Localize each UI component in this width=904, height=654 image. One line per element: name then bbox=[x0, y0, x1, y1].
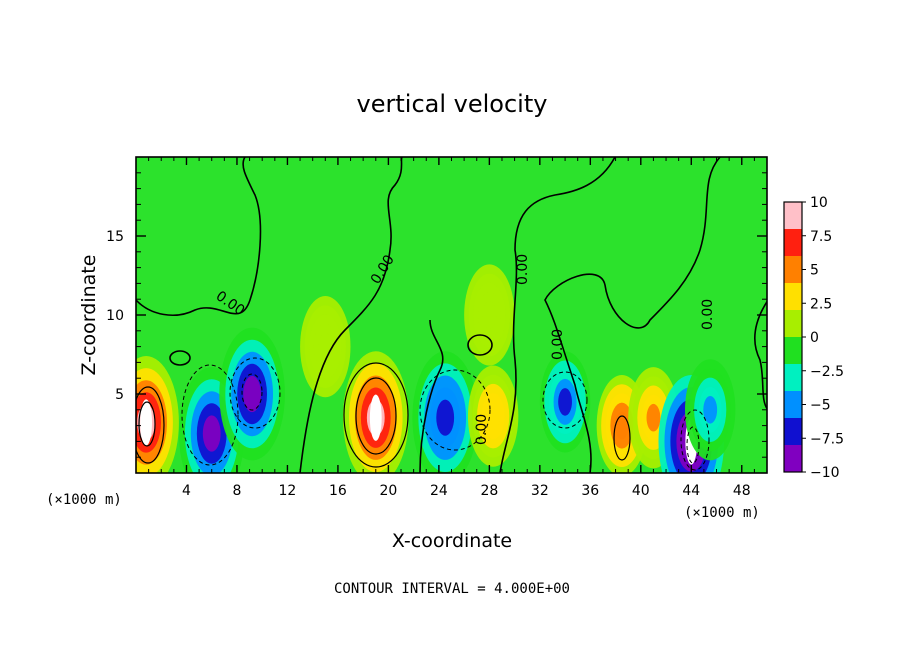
contour-label: 0.00 bbox=[474, 414, 490, 445]
colorbar-swatch bbox=[784, 418, 802, 446]
y-tick-label: 15 bbox=[106, 229, 124, 245]
contour-4 bbox=[343, 362, 409, 468]
x-tick-label: 4 bbox=[182, 483, 191, 499]
velocity-cell bbox=[342, 351, 409, 473]
contour-4 bbox=[613, 415, 631, 461]
colorbar-swatch bbox=[784, 445, 802, 473]
velocity-cell bbox=[412, 351, 478, 473]
chart-title: vertical velocity bbox=[357, 90, 548, 118]
contour-minus-4 bbox=[680, 409, 710, 471]
velocity-cell bbox=[300, 296, 351, 398]
x-tick-label: 20 bbox=[379, 483, 397, 499]
colorbar-label: −7.5 bbox=[810, 431, 844, 447]
x-tick-label: 32 bbox=[531, 483, 549, 499]
y-tick-label: 5 bbox=[115, 387, 124, 403]
velocity-cell bbox=[136, 356, 179, 473]
colorbar-label: −10 bbox=[810, 465, 840, 481]
velocity-cell bbox=[219, 327, 285, 461]
x-tick-label: 36 bbox=[581, 483, 599, 499]
contour-label: 0.00 bbox=[550, 329, 566, 360]
negative-cell-contours bbox=[181, 357, 710, 471]
velocity-level bbox=[703, 396, 718, 424]
x-unit-label-right: (×1000 m) bbox=[684, 505, 760, 521]
x-tick-label: 24 bbox=[430, 483, 448, 499]
contour-minus-8 bbox=[686, 426, 700, 464]
zero-contours bbox=[136, 157, 767, 473]
colorbar-swatch bbox=[784, 391, 802, 419]
zero-contour-line bbox=[499, 157, 616, 473]
x-tick-label: 12 bbox=[279, 483, 297, 499]
contour-minus-4 bbox=[229, 357, 281, 429]
x-axis-title: X-coordinate bbox=[392, 530, 512, 552]
contour-interval-note: CONTOUR INTERVAL = 4.000E+00 bbox=[334, 581, 570, 597]
contour-minus-8 bbox=[241, 373, 263, 411]
plot-area: 0.00 0.00 0.00 0.00 0.00 0.00 4 8 12 16 20 24… bbox=[106, 156, 768, 499]
colorbar-label: 10 bbox=[810, 195, 828, 211]
zero-contour-line bbox=[299, 157, 403, 473]
velocity-level bbox=[202, 415, 221, 452]
colorbar-swatch bbox=[784, 202, 802, 230]
velocity-level bbox=[558, 388, 572, 416]
x-tick-label: 16 bbox=[329, 483, 347, 499]
velocity-peak bbox=[140, 399, 152, 446]
velocity-level bbox=[482, 301, 497, 329]
colorbar-label: −2.5 bbox=[810, 364, 844, 380]
velocity-cell bbox=[539, 351, 591, 453]
velocity-cell bbox=[464, 264, 515, 366]
velocity-peak bbox=[369, 394, 382, 441]
x-unit-label-left: (×1000 m) bbox=[46, 492, 122, 508]
contour-8 bbox=[138, 401, 156, 447]
positive-cell-contours bbox=[136, 362, 631, 468]
colorbar-swatch bbox=[784, 283, 802, 311]
colorbar-swatch bbox=[784, 256, 802, 284]
zero-contour-line bbox=[544, 157, 721, 473]
y-tick-label: 10 bbox=[106, 308, 124, 324]
colorbar-swatch bbox=[784, 310, 802, 338]
zero-contour-line bbox=[419, 319, 444, 473]
colorbar-label: 0 bbox=[810, 330, 819, 346]
colorbar-swatch bbox=[784, 337, 802, 365]
contour-8 bbox=[355, 377, 397, 455]
velocity-level bbox=[243, 375, 262, 413]
velocity-cell bbox=[685, 359, 736, 461]
x-tick-label: 40 bbox=[632, 483, 650, 499]
contour-minus-4 bbox=[419, 369, 491, 451]
contour-label: 0.00 bbox=[515, 254, 531, 285]
y-axis-title: Z-coordinate bbox=[78, 255, 100, 376]
x-tick-label: 48 bbox=[733, 483, 751, 499]
velocity-cell bbox=[467, 365, 519, 467]
zero-contour-loop bbox=[169, 350, 191, 366]
colorbar-label: 2.5 bbox=[810, 296, 832, 312]
x-tick-label: 44 bbox=[682, 483, 700, 499]
colorbar-label: 7.5 bbox=[810, 229, 832, 245]
colorbar-label: −5 bbox=[810, 398, 831, 414]
x-tick-label: 28 bbox=[480, 483, 498, 499]
zero-contour-loop bbox=[467, 334, 493, 356]
zero-contour-line bbox=[753, 300, 767, 410]
zero-contour-line bbox=[136, 157, 262, 316]
y-axis-ticks: 5 10 15 bbox=[106, 172, 767, 458]
contour-label: 0.00 bbox=[700, 299, 716, 330]
velocity-level bbox=[318, 332, 333, 361]
colorbar: 10 7.5 5 2.5 0 −2.5 −5 −7.5 −10 bbox=[783, 195, 844, 481]
velocity-level bbox=[646, 403, 661, 432]
colorbar-swatch bbox=[784, 229, 802, 257]
x-tick-label: 8 bbox=[232, 483, 241, 499]
contour-4 bbox=[136, 386, 165, 464]
contour-minus-4 bbox=[181, 364, 239, 466]
colorbar-label: 5 bbox=[810, 263, 819, 279]
x-axis-ticks: 4 8 12 16 20 24 28 32 36 40 44 48 bbox=[148, 157, 755, 499]
colorbar-swatch bbox=[784, 364, 802, 392]
contour-minus-4 bbox=[542, 371, 588, 429]
velocity-level bbox=[436, 399, 455, 436]
